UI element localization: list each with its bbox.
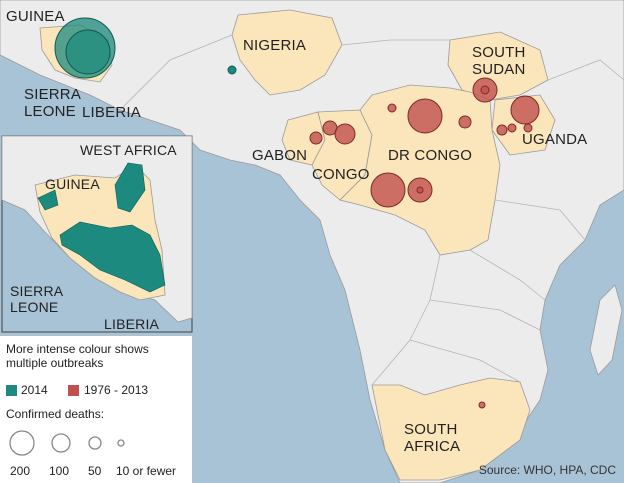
label-guinea: GUINEA: [6, 8, 65, 25]
outbreak-circle: [416, 186, 424, 194]
label-south-africa: SOUTH AFRICA: [404, 421, 461, 455]
outbreak-circle: [510, 95, 540, 125]
south-africa-shape: [371, 377, 531, 481]
legend-size-200: 200: [10, 464, 31, 478]
outbreak-circle: [480, 85, 490, 95]
outbreak-circle: [227, 65, 237, 75]
label-south-sudan: SOUTH SUDAN: [472, 44, 526, 78]
legend-label-1976-2013: 1976 - 2013: [84, 383, 149, 397]
madagascar: [589, 284, 623, 376]
size-circle-10: [117, 439, 125, 447]
legend-size-50: 50: [88, 464, 102, 478]
legend-swatch-2014: [6, 385, 17, 396]
legend-size-100: 100: [49, 464, 70, 478]
legend-size-10: 10 or fewer: [116, 464, 177, 478]
source-credit: Source: WHO, HPA, CDC: [478, 463, 616, 477]
outbreak-circle: [65, 29, 111, 75]
label-sierra-leone: SIERRA LEONE: [24, 86, 82, 120]
outbreak-circle: [523, 123, 533, 133]
legend-label-2014: 2014: [21, 383, 48, 397]
size-circle-100: [51, 433, 71, 453]
inset-label-sierra-leone: SIERRA LEONE: [10, 283, 64, 315]
nigeria-shape: [231, 9, 343, 96]
outbreak-circle: [496, 124, 508, 136]
legend-note: More intense colour shows multiple outbr…: [6, 342, 149, 370]
legend-size-title: Confirmed deaths:: [6, 407, 105, 421]
legend-panel: More intense colour shows multiple outbr…: [0, 336, 192, 483]
label-congo: CONGO: [312, 166, 370, 183]
outbreak-circle: [309, 131, 323, 145]
west-africa-inset: [1, 135, 193, 333]
label-dr-congo: DR CONGO: [388, 147, 473, 164]
size-circle-50: [88, 436, 102, 450]
label-nigeria: NIGERIA: [243, 37, 307, 54]
outbreak-circle: [370, 172, 406, 208]
inset-title: WEST AFRICA: [80, 142, 177, 158]
inset-label-guinea: GUINEA: [45, 176, 100, 192]
outbreak-circle: [458, 115, 472, 129]
size-circle-200: [9, 430, 35, 456]
outbreaks-2014: [54, 17, 237, 79]
outbreak-circle: [334, 123, 356, 145]
country-borders: [119, 34, 624, 386]
legend-size-circles: [9, 430, 125, 456]
label-uganda: UGANDA: [522, 131, 588, 148]
outbreaks-1976-2013: [309, 77, 540, 409]
inset-label-liberia: LIBERIA: [104, 316, 160, 332]
south-sudan-shape: [447, 31, 549, 101]
outbreak-circle: [478, 401, 486, 409]
label-liberia: LIBERIA: [82, 104, 141, 121]
label-gabon: GABON: [252, 147, 308, 164]
outbreak-circle: [507, 123, 517, 133]
outbreak-circle: [387, 103, 397, 113]
outbreak-circle: [407, 98, 443, 134]
legend-swatch-1976-2013: [68, 385, 79, 396]
